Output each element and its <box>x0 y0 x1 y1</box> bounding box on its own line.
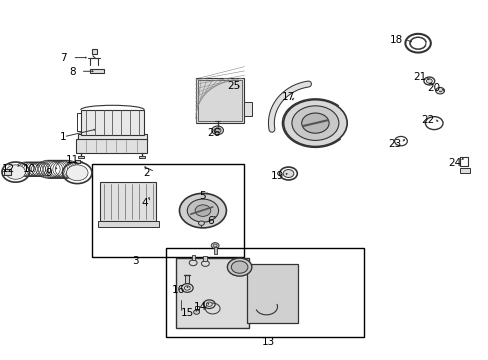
Text: 13: 13 <box>261 337 274 347</box>
Text: 19: 19 <box>270 171 284 181</box>
Bar <box>81 110 144 135</box>
Text: 12: 12 <box>2 164 16 174</box>
Bar <box>90 69 104 73</box>
Bar <box>78 134 146 141</box>
Text: 5: 5 <box>199 191 206 201</box>
Text: 2: 2 <box>143 168 150 178</box>
Circle shape <box>189 260 197 266</box>
Circle shape <box>195 205 210 216</box>
Bar <box>76 139 146 153</box>
Text: 7: 7 <box>60 53 67 63</box>
Text: 21: 21 <box>412 72 426 82</box>
Bar <box>4 169 11 175</box>
Text: 3: 3 <box>132 256 139 266</box>
Circle shape <box>211 126 223 135</box>
Bar <box>75 160 80 163</box>
Text: 1: 1 <box>60 132 67 142</box>
Bar <box>92 164 244 257</box>
Text: 25: 25 <box>226 81 240 91</box>
Circle shape <box>283 170 293 177</box>
Text: 26: 26 <box>207 128 221 138</box>
Text: 10: 10 <box>23 164 36 174</box>
Text: 16: 16 <box>171 285 185 295</box>
Bar <box>198 80 242 121</box>
Bar <box>203 256 206 261</box>
Circle shape <box>201 261 209 266</box>
Circle shape <box>193 310 199 314</box>
Bar <box>185 275 189 283</box>
Circle shape <box>227 258 251 276</box>
Text: 23: 23 <box>387 139 401 149</box>
Bar <box>213 247 216 254</box>
Circle shape <box>291 106 338 140</box>
Text: 8: 8 <box>69 67 76 77</box>
Text: 17: 17 <box>281 92 295 102</box>
Circle shape <box>426 79 431 83</box>
Text: 6: 6 <box>206 216 213 226</box>
Circle shape <box>301 113 328 133</box>
Circle shape <box>214 128 221 133</box>
Bar <box>166 248 364 337</box>
Circle shape <box>198 221 204 225</box>
Text: 15: 15 <box>180 308 194 318</box>
Circle shape <box>184 286 190 290</box>
Text: 24: 24 <box>447 158 461 168</box>
Bar <box>139 156 144 158</box>
Bar <box>78 156 83 158</box>
Bar <box>100 182 156 221</box>
Bar <box>459 168 469 173</box>
Text: 11: 11 <box>65 155 79 165</box>
Circle shape <box>179 193 226 228</box>
Bar <box>244 102 251 116</box>
Circle shape <box>211 243 219 248</box>
Text: 14: 14 <box>193 302 207 312</box>
Bar <box>195 78 244 123</box>
Bar <box>194 306 198 312</box>
Bar <box>98 221 159 227</box>
Text: 4: 4 <box>141 198 147 208</box>
Text: 20: 20 <box>427 83 440 93</box>
Text: 18: 18 <box>388 35 402 45</box>
Circle shape <box>283 100 346 147</box>
Circle shape <box>206 302 212 306</box>
Circle shape <box>187 199 218 222</box>
Circle shape <box>231 261 247 273</box>
Bar <box>246 264 298 323</box>
Text: 22: 22 <box>420 114 434 125</box>
Circle shape <box>6 165 25 179</box>
Text: 9: 9 <box>45 168 52 178</box>
Bar <box>92 49 97 54</box>
Circle shape <box>66 165 88 181</box>
Circle shape <box>435 87 444 94</box>
Circle shape <box>143 192 148 195</box>
Bar <box>191 255 194 260</box>
Bar <box>176 258 249 328</box>
